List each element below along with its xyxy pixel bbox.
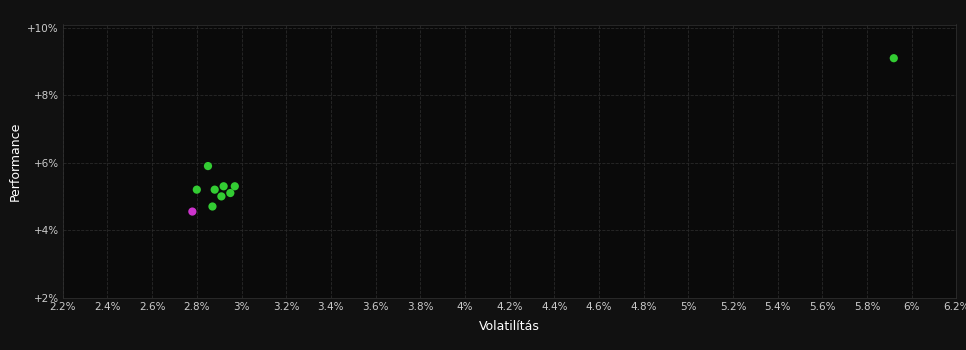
Point xyxy=(185,209,200,214)
Point xyxy=(227,183,242,189)
Point xyxy=(207,187,222,192)
Point xyxy=(886,55,901,61)
Point xyxy=(216,183,232,189)
X-axis label: Volatilítás: Volatilítás xyxy=(479,320,540,333)
Point xyxy=(200,163,215,169)
Point xyxy=(213,194,229,199)
Point xyxy=(222,190,238,196)
Point xyxy=(189,187,205,192)
Y-axis label: Performance: Performance xyxy=(9,121,21,201)
Point xyxy=(205,204,220,209)
